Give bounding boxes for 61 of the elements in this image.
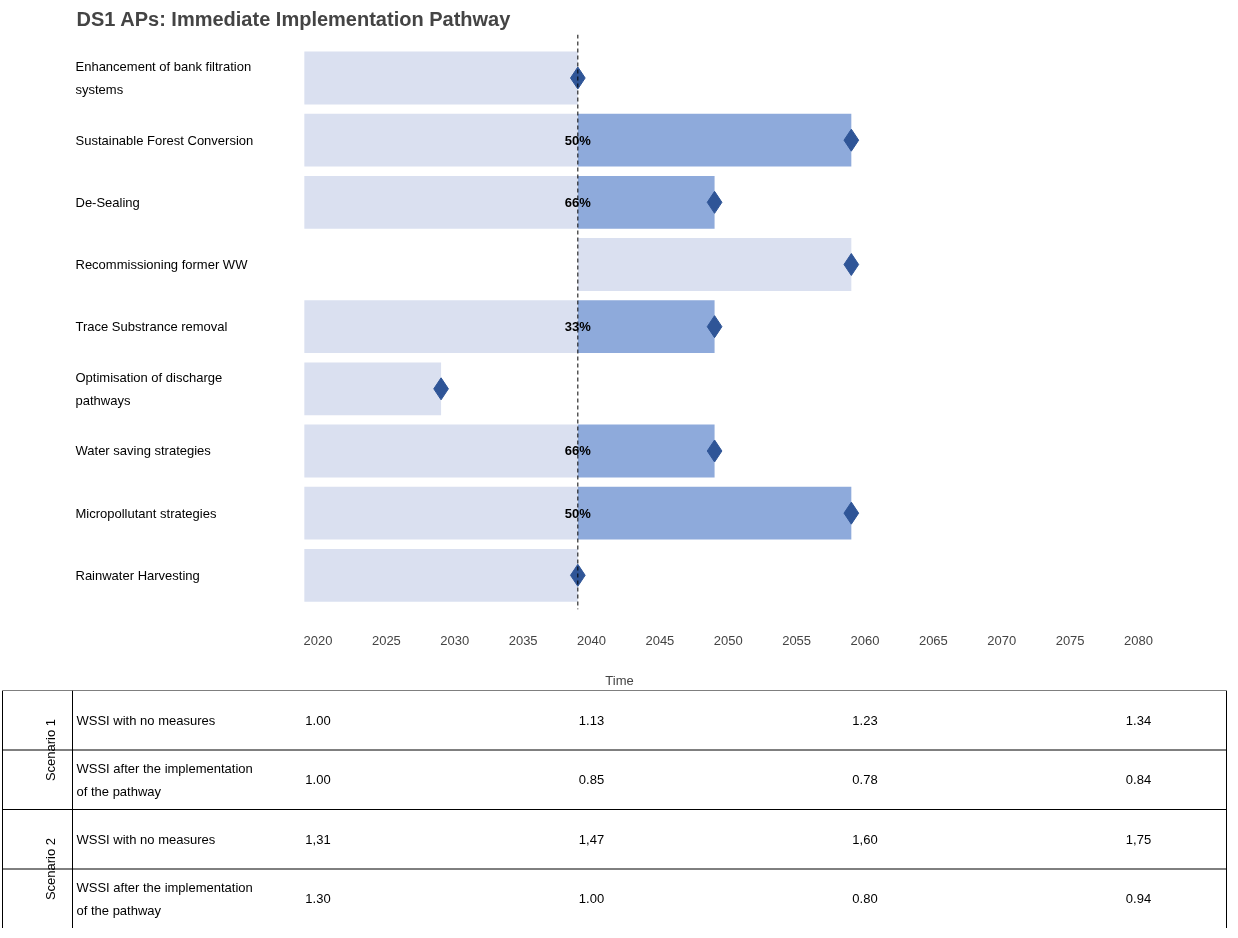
- bar: [304, 548, 578, 602]
- chart-title: DS1 APs: Immediate Implementation Pathway: [76, 7, 512, 30]
- x-tick-label: 2040: [577, 632, 606, 648]
- text: Scenario 2: [43, 837, 58, 901]
- text: 0.78: [852, 772, 878, 788]
- y-tick-label: Recommissioning former WW: [75, 257, 249, 272]
- x-tick-label: 2045: [645, 632, 675, 648]
- category-label: WSSI after the implementation of the pathway: [76, 880, 253, 918]
- y-tick-label: De-Sealing: [75, 194, 140, 210]
- text: 0.84: [1125, 772, 1152, 788]
- y-tick-label: Trace Substrance removal: [75, 319, 228, 335]
- text: 1.13: [578, 712, 605, 728]
- text: 1,31: [305, 831, 331, 847]
- x-tick-label: 2035: [508, 632, 538, 648]
- point: [843, 253, 860, 276]
- x-tick-label: 2075: [1055, 632, 1085, 648]
- x-tick-label: 2025: [371, 632, 401, 648]
- text: 1.30: [305, 891, 331, 907]
- y-tick-label: Enhancement of bank filtration systems: [75, 59, 252, 97]
- text: 1.00: [305, 712, 331, 728]
- text: 1.00: [305, 772, 331, 788]
- x-tick-label: 2065: [918, 632, 948, 648]
- point: [843, 128, 860, 152]
- y-tick-label: Water saving strategies: [75, 443, 212, 459]
- x-tick-label: 2020: [303, 632, 333, 648]
- x-tick-label: 2055: [782, 632, 812, 648]
- bar: [304, 362, 442, 416]
- x-axis-title: Time: [605, 672, 634, 688]
- x-tick-label: 2070: [987, 632, 1017, 648]
- text: Scenario 1: [43, 718, 58, 782]
- y-tick-label: Micropollutant strategies: [75, 505, 217, 521]
- y-tick-label: Rainwater Harvesting: [75, 567, 200, 583]
- point: [706, 439, 723, 463]
- x-tick-label: 2060: [850, 632, 880, 648]
- y-tick-label: Optimisation of discharge pathways: [75, 370, 223, 408]
- point: [843, 501, 860, 525]
- x-tick-label: 2080: [1124, 632, 1153, 648]
- text: 1,47: [578, 831, 605, 847]
- text: 1.34: [1125, 712, 1152, 728]
- bar: [304, 51, 578, 105]
- text: 1.00: [578, 891, 605, 907]
- text: 1.23: [852, 712, 878, 728]
- text: 1,75: [1125, 831, 1152, 847]
- annotation: 66%: [564, 443, 592, 459]
- point: [706, 190, 723, 214]
- x-tick-label: 2050: [713, 632, 743, 648]
- y-tick-label: Sustainable Forest Conversion: [75, 132, 254, 148]
- annotation: 66%: [564, 194, 592, 210]
- category-label: WSSI with no measures: [76, 831, 216, 847]
- point: [706, 315, 723, 339]
- annotation: 50%: [564, 505, 592, 521]
- x-tick-label: 2030: [440, 632, 470, 648]
- text: 0.85: [578, 772, 605, 788]
- annotation: 33%: [564, 319, 592, 335]
- text: 1,60: [852, 831, 878, 847]
- annotation: 50%: [564, 132, 592, 148]
- category-label: WSSI with no measures: [76, 712, 216, 728]
- bar: [577, 238, 852, 291]
- category-label: WSSI after the implementation of the pathway: [76, 761, 253, 799]
- text: 0.80: [852, 891, 878, 907]
- text: 0.94: [1125, 891, 1152, 907]
